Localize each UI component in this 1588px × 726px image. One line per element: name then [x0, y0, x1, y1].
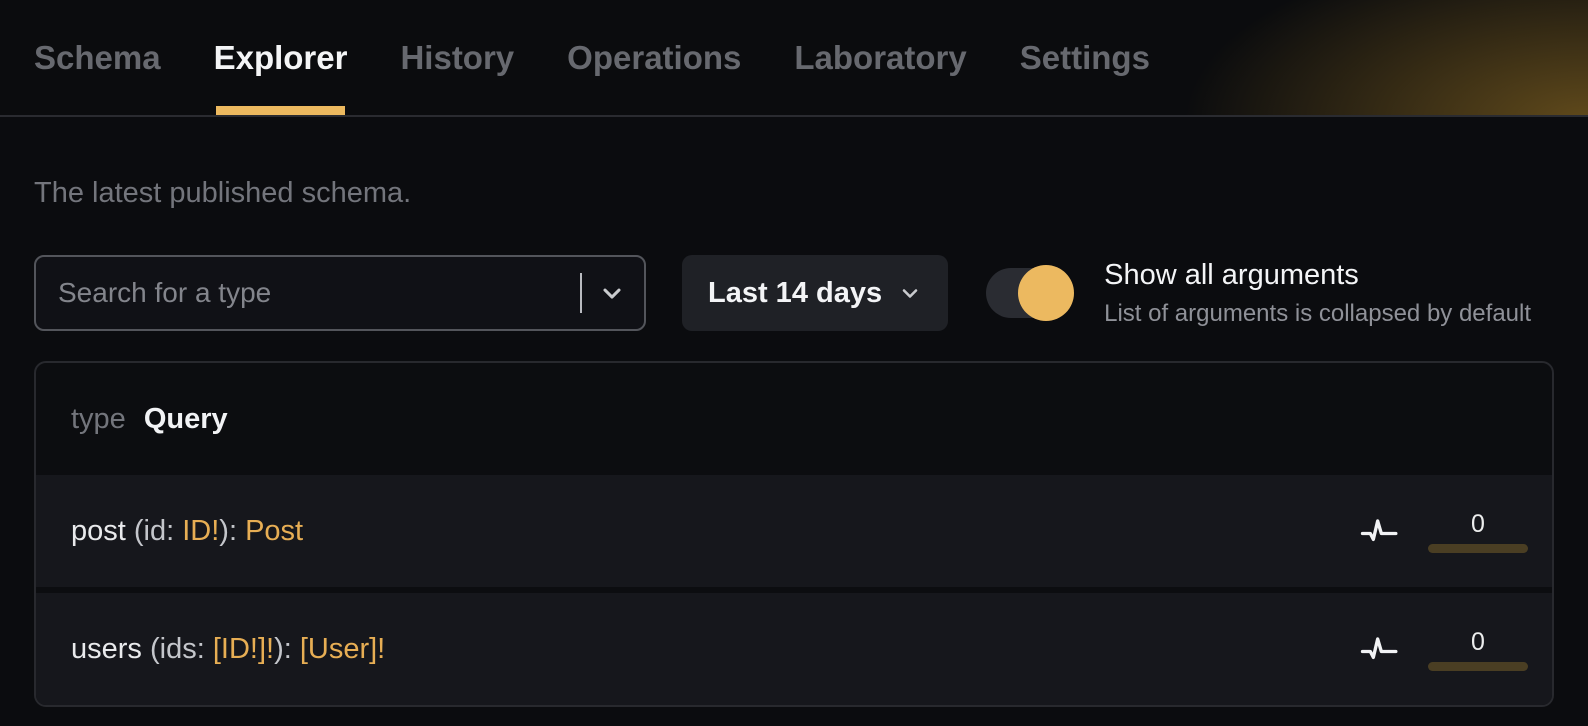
- field-punctuation: (ids:: [141, 632, 213, 665]
- field-name: users: [71, 632, 142, 665]
- type-card-header: type Query: [36, 363, 1552, 475]
- tab-operations[interactable]: Operations: [567, 0, 741, 115]
- toggle-text-block: Show all arguments List of arguments is …: [1104, 259, 1531, 328]
- explorer-page: The latest published schema. Last 14 day…: [0, 177, 1588, 707]
- field-name: post: [71, 514, 126, 547]
- pulse-activity-icon[interactable]: [1360, 511, 1400, 551]
- chevron-down-icon: [902, 289, 918, 298]
- toggle-label: Show all arguments: [1104, 258, 1359, 291]
- field-punctuation: ):: [219, 514, 246, 547]
- field-signature: post (id: ID!): Post: [71, 515, 1360, 548]
- usage-bar: [1428, 661, 1528, 671]
- tab-settings[interactable]: Settings: [1020, 0, 1150, 115]
- type-query-card: type Query post (id: ID!): Post 0 users …: [34, 361, 1554, 707]
- tab-label: Laboratory: [794, 38, 967, 76]
- pulse-activity-icon[interactable]: [1360, 629, 1400, 669]
- tab-label: Settings: [1019, 38, 1150, 76]
- combobox-divider: [580, 273, 582, 313]
- active-tab-underline: [215, 106, 346, 115]
- type-kind-keyword: type: [71, 402, 126, 435]
- usage-count: 0: [1471, 627, 1485, 656]
- tab-history[interactable]: History: [400, 0, 514, 115]
- field-row-post[interactable]: post (id: ID!): Post 0: [36, 475, 1552, 587]
- usage-bar: [1428, 543, 1528, 553]
- field-signature: users (ids: [ID!]!): [User]!: [71, 633, 1360, 666]
- field-punctuation: ):: [274, 632, 300, 665]
- tab-label: Explorer: [213, 38, 348, 76]
- top-navigation-bar: Schema Explorer History Operations Labor…: [0, 0, 1588, 117]
- chevron-down-icon[interactable]: [598, 279, 626, 307]
- argument-type: ID!: [182, 514, 220, 547]
- field-punctuation: (id:: [125, 514, 183, 547]
- controls-row: Last 14 days Show all arguments List of …: [34, 255, 1554, 331]
- toggle-description: List of arguments is collapsed by defaul…: [1104, 299, 1532, 327]
- usage-stat: 0: [1428, 510, 1528, 553]
- tab-explorer[interactable]: Explorer: [213, 0, 348, 115]
- field-row-users[interactable]: users (ids: [ID!]!): [User]! 0: [36, 593, 1552, 705]
- usage-stat: 0: [1428, 628, 1528, 671]
- type-name: Query: [143, 402, 228, 435]
- date-range-label: Last 14 days: [708, 276, 883, 309]
- tab-label: History: [400, 38, 515, 76]
- field-usage-block: 0: [1360, 510, 1528, 553]
- show-all-arguments-toggle[interactable]: [986, 265, 1075, 321]
- tab-schema[interactable]: Schema: [34, 0, 161, 115]
- page-subtitle: The latest published schema.: [34, 177, 412, 209]
- search-input[interactable]: [58, 257, 570, 329]
- date-range-dropdown[interactable]: Last 14 days: [682, 255, 949, 331]
- type-search-combobox[interactable]: [34, 255, 646, 331]
- toggle-thumb: [1018, 265, 1075, 321]
- tab-label: Schema: [34, 38, 161, 76]
- tab-label: Operations: [567, 38, 742, 76]
- field-usage-block: 0: [1360, 628, 1528, 671]
- usage-count: 0: [1471, 509, 1485, 538]
- return-type: Post: [245, 514, 304, 547]
- argument-type: [ID!]!: [212, 632, 275, 665]
- return-type: [User]!: [299, 632, 386, 665]
- tab-laboratory[interactable]: Laboratory: [794, 0, 966, 115]
- tab-bar: Schema Explorer History Operations Labor…: [34, 0, 1150, 115]
